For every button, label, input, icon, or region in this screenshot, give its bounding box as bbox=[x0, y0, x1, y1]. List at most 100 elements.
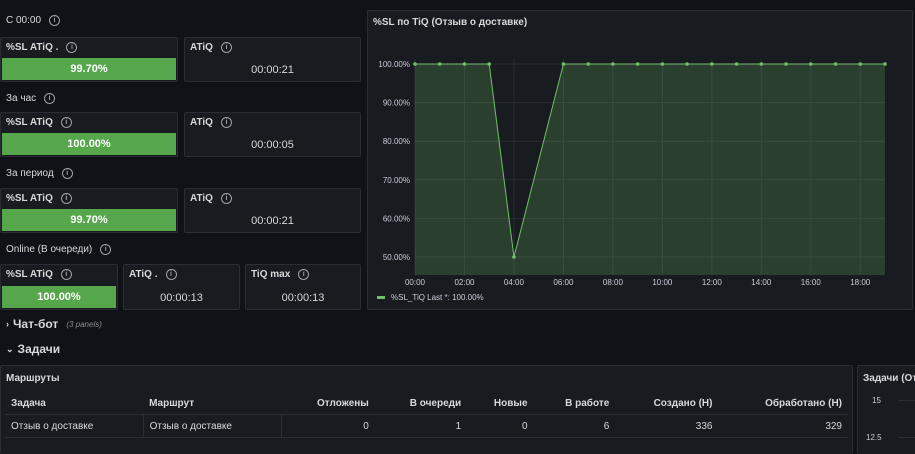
info-icon[interactable]: i bbox=[220, 193, 232, 204]
sl-atiq-panel-4: %SL ATiQ i 100.00% bbox=[0, 264, 118, 310]
legend-swatch bbox=[377, 296, 385, 299]
info-icon[interactable]: i bbox=[60, 193, 72, 204]
series-area bbox=[415, 64, 885, 275]
x-tick-label: 18:00 bbox=[850, 278, 871, 287]
column-header[interactable]: В работе bbox=[565, 397, 610, 409]
data-point bbox=[685, 62, 689, 66]
column-header[interactable]: Маршрут bbox=[149, 397, 195, 409]
sl-tiq-chart-panel: %SL по TiQ (Отзыв о доставке) 50.00% 60.0… bbox=[367, 10, 913, 310]
legend-label: %SL_TiQ Last *: 100.00% bbox=[391, 293, 484, 302]
atiq-value: 00:00:21 bbox=[251, 215, 294, 227]
sl-value-bar: 100.00% bbox=[2, 133, 176, 155]
data-point bbox=[883, 62, 887, 66]
info-icon[interactable]: i bbox=[49, 15, 61, 26]
row-title: Чат-бот bbox=[13, 317, 59, 331]
sl-tiq-chart: 50.00% 60.00% 70.00% 80.00% 90.00% 100.00% 00:… bbox=[378, 59, 887, 287]
atiq-panel-3: ATiQ i 00:00:21 bbox=[184, 188, 361, 233]
data-point bbox=[487, 62, 492, 66]
x-tick-label: 06:00 bbox=[553, 278, 574, 287]
column-header[interactable]: Обработано (Н) bbox=[765, 397, 842, 409]
sl-value-bar: 99.70% bbox=[2, 58, 176, 80]
y-tick-label: 70.00% bbox=[383, 176, 410, 185]
x-tick-label: 00:00 bbox=[405, 278, 426, 287]
table-cell: Отзыв о доставке bbox=[142, 414, 282, 438]
atiq-value: 00:00:21 bbox=[251, 64, 294, 76]
tasks-chart-panel: Задачи (От 15 12.5 bbox=[857, 365, 915, 454]
data-point bbox=[858, 62, 863, 66]
data-point bbox=[734, 62, 739, 66]
data-point bbox=[462, 62, 467, 66]
series-line bbox=[415, 63, 885, 258]
row-panel-count: (3 panels) bbox=[66, 319, 102, 329]
x-tick-label: 08:00 bbox=[603, 278, 624, 287]
x-tick-label: 14:00 bbox=[751, 278, 772, 287]
table-row: Отзыв о доставке Отзыв о доставке 0 1 0 6 336 3… bbox=[5, 414, 848, 438]
atiq-value: 00:00:13 bbox=[160, 292, 203, 304]
info-icon[interactable]: i bbox=[220, 117, 232, 128]
data-point bbox=[833, 62, 838, 66]
sl-value-bar: 99.70% bbox=[2, 209, 176, 231]
data-point bbox=[561, 62, 566, 66]
sl-atiq-panel-2: %SL ATiQ i 100.00% bbox=[0, 112, 178, 157]
tasks-ytick: 12.5 bbox=[866, 433, 882, 442]
column-header[interactable]: В очереди bbox=[409, 397, 462, 409]
column-header[interactable]: Создано (Н) bbox=[653, 397, 713, 409]
atiq-panel-2: ATiQ i 00:00:05 bbox=[184, 112, 361, 157]
row-title: Задачи bbox=[17, 342, 61, 356]
tiq-max-panel: TiQ max i 00:00:13 bbox=[245, 264, 361, 310]
data-point bbox=[808, 62, 813, 66]
column-header[interactable]: Новые bbox=[493, 397, 528, 409]
table-cell: 1 bbox=[374, 414, 468, 438]
data-point bbox=[660, 62, 665, 66]
tiq-max-value: 00:00:13 bbox=[281, 292, 325, 304]
info-icon[interactable]: i bbox=[44, 93, 56, 104]
data-point bbox=[710, 62, 714, 66]
table-header: Задача Маршрут Отложены В очереди Новые В раб… bbox=[5, 392, 848, 415]
table-cell: Отзыв о доставке bbox=[5, 414, 144, 438]
data-point bbox=[784, 62, 788, 66]
panel-title: TiQ max bbox=[251, 269, 291, 280]
row-chatbot[interactable]: › Чат-бот (3 panels) bbox=[6, 313, 915, 335]
data-point bbox=[586, 62, 590, 66]
atiq-panel-1: ATiQ i 00:00:21 bbox=[184, 37, 361, 82]
routes-title: Маршруты bbox=[6, 373, 60, 384]
table-cell: 0 bbox=[281, 414, 375, 438]
info-icon[interactable]: i bbox=[100, 244, 112, 255]
info-icon[interactable]: i bbox=[66, 42, 78, 53]
info-icon[interactable]: i bbox=[61, 168, 73, 179]
y-tick-label: 90.00% bbox=[383, 99, 410, 108]
panel-title: ATiQ bbox=[190, 117, 213, 128]
section-title-period: За период i bbox=[6, 168, 73, 179]
x-tick-label: 12:00 bbox=[702, 278, 723, 287]
column-header[interactable]: Задача bbox=[11, 397, 46, 409]
x-tick-label: 16:00 bbox=[801, 278, 822, 287]
info-icon[interactable]: i bbox=[60, 117, 72, 128]
section-title-online: Online (В очереди) i bbox=[6, 244, 112, 255]
info-icon[interactable]: i bbox=[165, 269, 177, 280]
gridline bbox=[898, 400, 915, 401]
atiq-panel-4: ATiQ . i 00:00:13 bbox=[123, 264, 240, 310]
sl-value-bar: 100.00% bbox=[2, 286, 116, 308]
table-cell: 329 bbox=[718, 414, 848, 438]
y-tick-label: 100.00% bbox=[378, 60, 410, 69]
data-point bbox=[611, 62, 615, 66]
column-header[interactable]: Отложены bbox=[317, 397, 369, 409]
atiq-value: 00:00:05 bbox=[251, 139, 294, 151]
tasks-ytick: 15 bbox=[872, 396, 881, 405]
info-icon[interactable]: i bbox=[60, 269, 72, 280]
y-tick-label: 60.00% bbox=[383, 214, 410, 223]
info-icon[interactable]: i bbox=[220, 42, 232, 53]
section-title-since-midnight: С 00:00 i bbox=[6, 15, 61, 26]
chart-legend[interactable]: %SL_TiQ Last *: 100.00% bbox=[377, 293, 484, 302]
routes-panel: Маршруты Задача Маршрут Отложены В очереди Н… bbox=[0, 365, 853, 454]
info-icon[interactable]: i bbox=[298, 269, 310, 280]
panel-title: %SL ATiQ bbox=[6, 269, 53, 280]
gridline bbox=[898, 437, 915, 438]
x-tick-label: 04:00 bbox=[504, 278, 525, 287]
data-point bbox=[512, 255, 516, 259]
row-tasks[interactable]: ⌄ Задачи bbox=[6, 338, 915, 360]
y-tick-label: 80.00% bbox=[383, 137, 410, 146]
panel-title: ATiQ bbox=[190, 193, 213, 204]
x-tick-label: 10:00 bbox=[652, 278, 673, 287]
panel-title: ATiQ bbox=[190, 42, 213, 53]
